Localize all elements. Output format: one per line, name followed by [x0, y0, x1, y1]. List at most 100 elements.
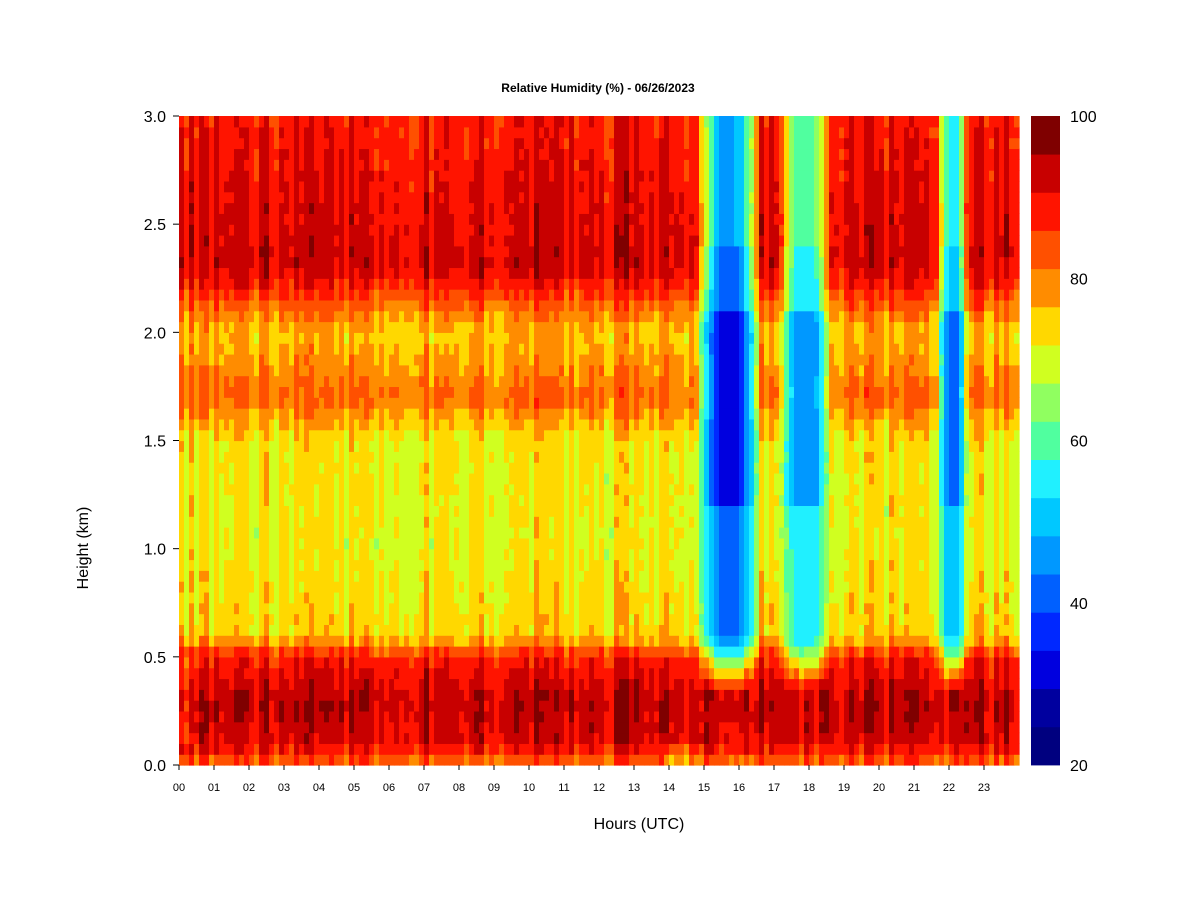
- heatmap-cell: [399, 159, 405, 171]
- heatmap-cell: [409, 137, 415, 150]
- heatmap-cell: [484, 743, 490, 755]
- heatmap-cell: [419, 570, 425, 582]
- heatmap-cell: [554, 483, 560, 496]
- heatmap-cell: [394, 451, 400, 463]
- heatmap-cell: [529, 267, 535, 279]
- heatmap-cell: [419, 472, 425, 485]
- heatmap-cell: [304, 559, 310, 571]
- heatmap-cell: [489, 310, 495, 323]
- heatmap-cell: [179, 408, 185, 420]
- heatmap-cell: [499, 581, 505, 593]
- heatmap-cell: [484, 646, 490, 658]
- heatmap-cell: [494, 137, 500, 150]
- heatmap-cell: [364, 397, 370, 409]
- heatmap-cell: [369, 299, 375, 312]
- heatmap-cell: [324, 581, 330, 593]
- heatmap-cell: [354, 170, 360, 182]
- heatmap-cell: [399, 137, 405, 150]
- heatmap-cell: [404, 213, 410, 225]
- heatmap-cell: [399, 321, 405, 333]
- heatmap-cell: [279, 375, 285, 388]
- heatmap-cell: [324, 689, 330, 701]
- heatmap-cell: [374, 321, 380, 333]
- heatmap-cell: [579, 429, 585, 442]
- heatmap-cell: [224, 375, 230, 388]
- heatmap-cell: [449, 159, 455, 171]
- heatmap-cell: [319, 678, 325, 690]
- heatmap-cell: [499, 278, 505, 290]
- heatmap-cell: [489, 213, 495, 225]
- heatmap-cell: [254, 386, 260, 398]
- heatmap-cell: [494, 213, 500, 225]
- heatmap-cell: [464, 353, 470, 366]
- heatmap-cell: [494, 418, 500, 431]
- heatmap-cell: [249, 137, 255, 150]
- heatmap-cell: [344, 732, 350, 744]
- heatmap-cell: [449, 472, 455, 485]
- heatmap-cell: [189, 234, 195, 247]
- heatmap-cell: [274, 332, 280, 344]
- heatmap-cell: [214, 289, 220, 301]
- heatmap-cell: [269, 170, 275, 182]
- heatmap-cell: [569, 310, 575, 323]
- heatmap-cell: [229, 700, 235, 712]
- heatmap-cell: [359, 721, 365, 734]
- heatmap-cell: [319, 451, 325, 463]
- heatmap-cell: [249, 494, 255, 506]
- heatmap-cell: [529, 451, 535, 463]
- heatmap-cell: [399, 289, 405, 301]
- heatmap-cell: [454, 527, 460, 539]
- heatmap-cell: [459, 451, 465, 463]
- heatmap-cell: [449, 710, 455, 723]
- heatmap-cell: [309, 451, 315, 463]
- heatmap-cell: [214, 754, 220, 766]
- heatmap-cell: [559, 754, 565, 766]
- heatmap-cell: [364, 126, 370, 139]
- heatmap-cell: [319, 613, 325, 625]
- heatmap-cell: [474, 137, 480, 150]
- heatmap-cell: [259, 299, 265, 312]
- heatmap-cell: [249, 721, 255, 734]
- heatmap-cell: [399, 429, 405, 442]
- heatmap-cell: [204, 635, 210, 647]
- heatmap-cell: [584, 570, 590, 582]
- heatmap-cell: [504, 700, 510, 712]
- heatmap-cell: [429, 451, 435, 463]
- heatmap-cell: [394, 289, 400, 301]
- heatmap-cell: [574, 710, 580, 723]
- heatmap-cell: [369, 754, 375, 766]
- heatmap-cell: [429, 137, 435, 150]
- heatmap-cell: [424, 656, 430, 669]
- heatmap-cell: [554, 635, 560, 647]
- heatmap-cell: [579, 267, 585, 279]
- heatmap-cell: [209, 570, 215, 582]
- heatmap-cell: [229, 613, 235, 625]
- heatmap-cell: [289, 343, 295, 355]
- heatmap-cell: [319, 537, 325, 550]
- heatmap-cell: [294, 613, 300, 625]
- heatmap-cell: [329, 267, 335, 279]
- heatmap-cell: [234, 440, 240, 452]
- heatmap-cell: [374, 278, 380, 290]
- heatmap-cell: [399, 408, 405, 420]
- heatmap-cell: [509, 667, 515, 680]
- heatmap-cell: [189, 202, 195, 214]
- heatmap-cell: [229, 343, 235, 355]
- heatmap-cell: [489, 559, 495, 571]
- heatmap-cell: [384, 353, 390, 366]
- heatmap-cell: [254, 202, 260, 214]
- heatmap-cell: [199, 191, 205, 204]
- heatmap-cell: [184, 321, 190, 333]
- heatmap-cell: [394, 656, 400, 669]
- heatmap-cell: [434, 624, 440, 636]
- heatmap-cell: [499, 700, 505, 712]
- heatmap-cell: [344, 364, 350, 377]
- heatmap-cell: [199, 278, 205, 290]
- heatmap-cell: [229, 537, 235, 550]
- heatmap-cell: [334, 202, 340, 214]
- heatmap-cell: [464, 678, 470, 690]
- heatmap-cell: [354, 440, 360, 452]
- heatmap-cell: [574, 278, 580, 290]
- heatmap-cell: [304, 137, 310, 150]
- heatmap-cell: [179, 364, 185, 377]
